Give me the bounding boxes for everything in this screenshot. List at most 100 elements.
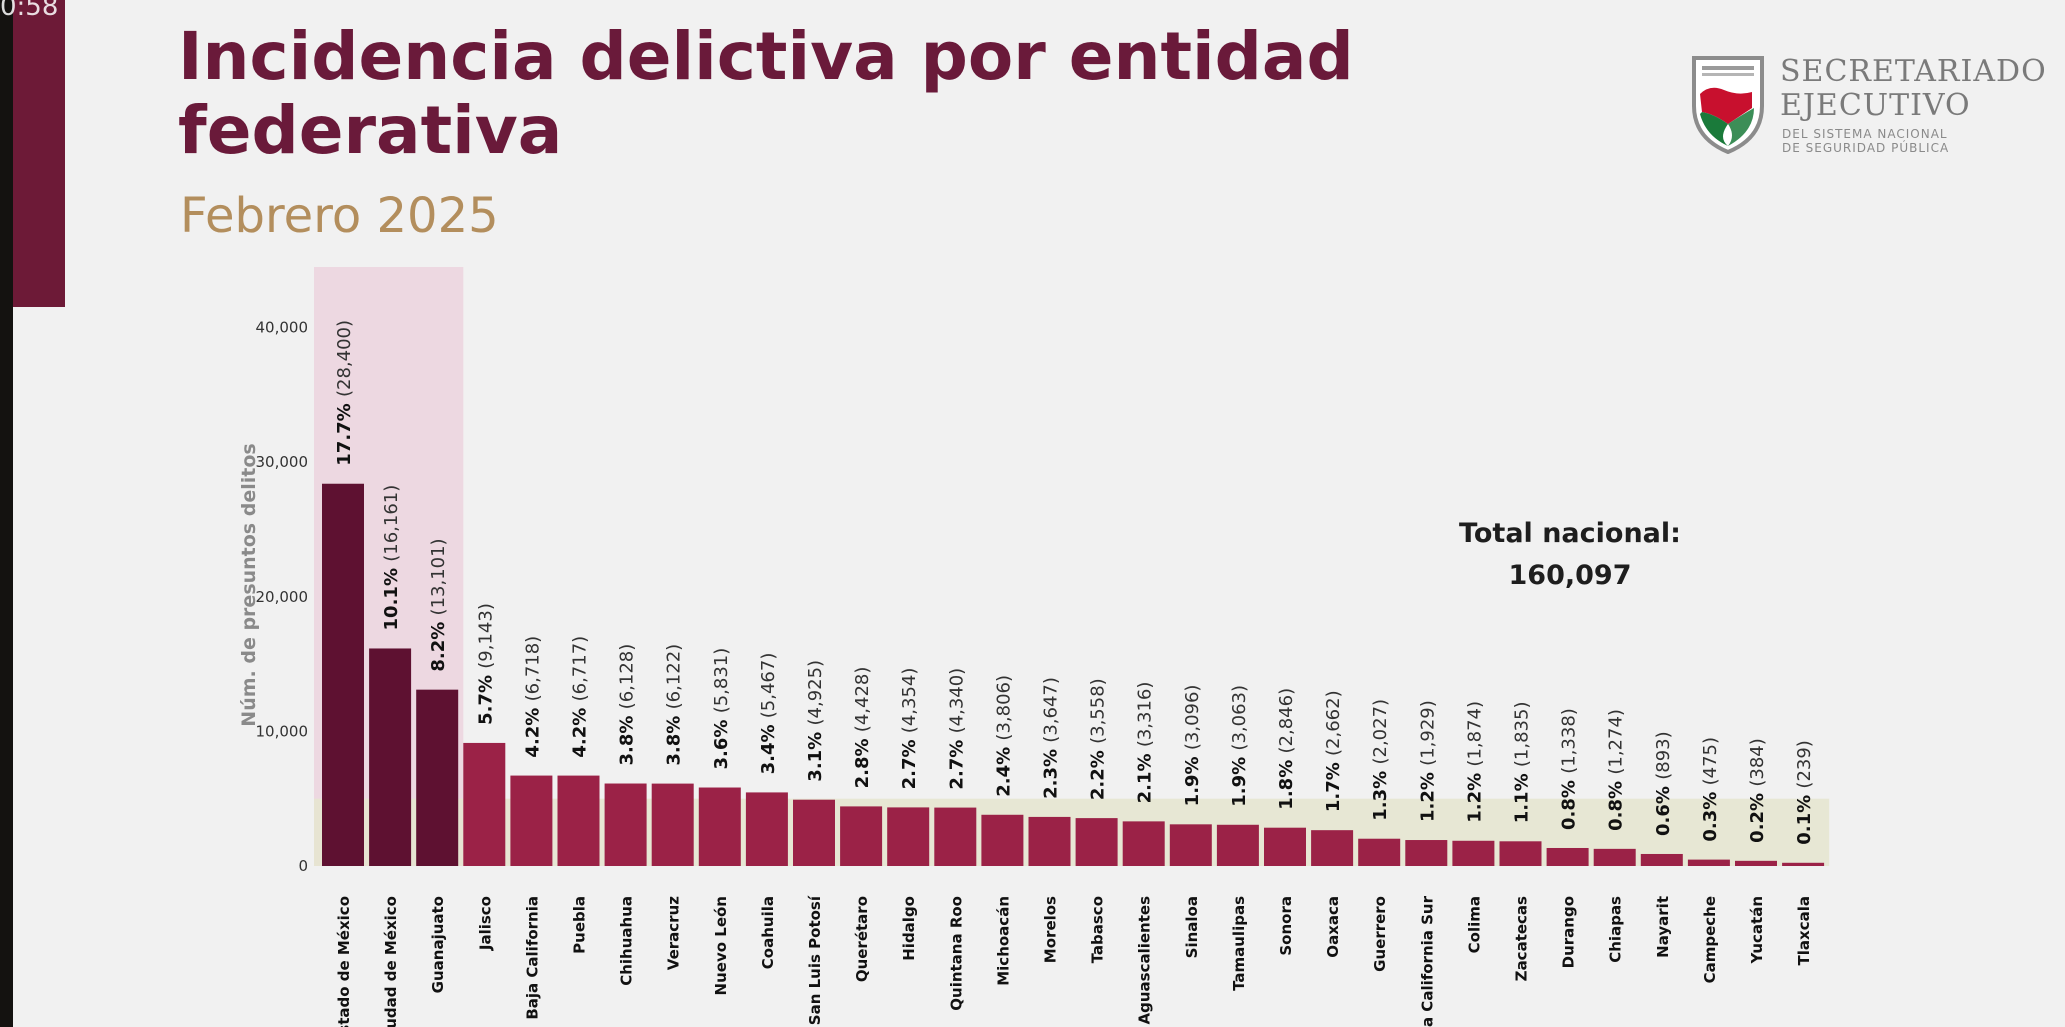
x-category-label: Tlaxcala <box>1795 896 1813 965</box>
bar <box>1311 830 1354 866</box>
bar <box>1122 821 1165 866</box>
x-category-label: Aguascalientes <box>1136 896 1154 1025</box>
status-time: 0:58 <box>0 0 59 22</box>
bar <box>1640 853 1683 866</box>
x-category-label: Estado de México <box>335 896 353 1027</box>
data-label: 0.8% (1,274) <box>1606 709 1627 831</box>
bar <box>510 775 553 866</box>
bar <box>745 792 788 866</box>
logo-sub-line2: DE SEGURIDAD PÚBLICA <box>1782 141 1950 155</box>
page-title: Incidencia delictiva por entidad federat… <box>178 18 1354 169</box>
total-value: 160,097 <box>1508 560 1632 591</box>
logo-name-line1: SECRETARIADO <box>1780 54 2047 89</box>
logo: SECRETARIADO EJECUTIVO DEL SISTEMA NACIO… <box>1688 50 2048 160</box>
bar <box>1169 824 1212 866</box>
data-label: 0.6% (893) <box>1653 731 1674 836</box>
logo-name-line2: EJECUTIVO <box>1780 88 1971 123</box>
bar <box>1735 860 1777 866</box>
data-label: 1.9% (3,063) <box>1229 685 1250 807</box>
x-category-label: Tamaulipas <box>1230 896 1248 991</box>
y-tick-label: 30,000 <box>256 453 309 471</box>
data-label: 1.2% (1,874) <box>1464 701 1485 823</box>
data-label: 2.2% (3,558) <box>1088 678 1109 800</box>
data-label: 1.2% (1,929) <box>1417 700 1438 822</box>
x-category-label: Yucatán <box>1748 896 1766 964</box>
data-label: 1.1% (1,835) <box>1512 702 1533 824</box>
logo-sub-line1: DEL SISTEMA NACIONAL <box>1782 127 1948 141</box>
page-subtitle: Febrero 2025 <box>180 188 499 244</box>
x-category-label: Campeche <box>1701 896 1719 983</box>
data-label: 5.7% (9,143) <box>475 603 496 725</box>
bar <box>1687 859 1730 866</box>
y-tick-label: 10,000 <box>256 722 309 740</box>
data-label: 2.4% (3,806) <box>993 675 1014 797</box>
seal-icon <box>1692 56 1764 154</box>
x-category-label: Querétaro <box>853 896 871 982</box>
data-label: 1.8% (2,846) <box>1276 688 1297 810</box>
bar <box>369 648 412 866</box>
data-label: 0.3% (475) <box>1700 737 1721 842</box>
bar <box>840 806 883 866</box>
x-category-label: Guerrero <box>1371 896 1389 972</box>
bar <box>793 799 835 866</box>
bar <box>322 483 364 866</box>
x-category-label: Jalisco <box>476 896 494 951</box>
x-category-label: San Luis Potosí <box>806 895 824 1025</box>
total-label: Total nacional: <box>1459 518 1681 549</box>
y-axis-title: Núm. de presuntos delitos <box>238 443 260 726</box>
data-label: 3.1% (4,925) <box>805 660 826 782</box>
bar <box>557 775 600 866</box>
data-label: 1.7% (2,662) <box>1323 690 1344 812</box>
y-tick-label: 40,000 <box>256 319 309 337</box>
x-category-label: Oaxaca <box>1324 896 1342 958</box>
x-category-label: Morelos <box>1042 896 1060 963</box>
bar <box>934 807 977 866</box>
bar <box>1452 840 1495 866</box>
y-tick-label: 0 <box>298 857 308 875</box>
bar <box>1264 827 1306 866</box>
data-label: 2.7% (4,354) <box>899 668 920 790</box>
data-label: 3.8% (6,122) <box>664 644 685 766</box>
x-category-label: Quintana Roo <box>947 896 965 1011</box>
x-category-label: Chiapas <box>1607 896 1625 963</box>
x-category-label: Nayarit <box>1654 896 1672 958</box>
bar <box>1499 841 1542 866</box>
x-category-label: Colima <box>1465 896 1483 953</box>
bar <box>981 814 1024 866</box>
data-label: 3.4% (5,467) <box>758 653 779 775</box>
data-label: 8.2% (13,101) <box>428 538 449 671</box>
bar <box>1216 824 1259 866</box>
bar <box>1546 847 1589 866</box>
bar <box>1405 840 1448 866</box>
data-label: 17.7% (28,400) <box>334 320 355 466</box>
x-category-label: Sonora <box>1277 896 1295 956</box>
data-label: 3.6% (5,831) <box>711 648 732 770</box>
bar <box>1593 848 1636 866</box>
bar <box>604 783 647 866</box>
x-category-label: Guanajuato <box>429 896 447 993</box>
bar <box>887 807 930 866</box>
data-label: 4.2% (6,717) <box>570 636 591 758</box>
bar <box>1782 862 1825 866</box>
x-category-label: Michoacán <box>994 896 1012 986</box>
x-category-label: Tabasco <box>1089 896 1107 963</box>
data-label: 2.8% (4,428) <box>852 667 873 789</box>
x-category-label: Durango <box>1560 896 1578 968</box>
x-category-label: Sinaloa <box>1183 896 1201 958</box>
data-label: 0.2% (384) <box>1747 738 1768 843</box>
x-category-label: Veracruz <box>665 896 683 970</box>
bar <box>1028 816 1071 866</box>
x-category-label: Zacatecas <box>1513 896 1531 981</box>
x-category-label: Chihuahua <box>618 896 636 986</box>
x-category-label: Nuevo León <box>712 896 730 995</box>
bar <box>463 742 506 866</box>
bar <box>416 689 459 866</box>
bar <box>1075 818 1118 866</box>
data-label: 1.9% (3,096) <box>1182 685 1203 807</box>
data-label: 10.1% (16,161) <box>381 485 402 631</box>
x-category-label: Hidalgo <box>900 896 918 961</box>
bar <box>651 783 694 866</box>
data-label: 0.1% (239) <box>1794 740 1815 845</box>
y-tick-label: 20,000 <box>256 588 309 606</box>
